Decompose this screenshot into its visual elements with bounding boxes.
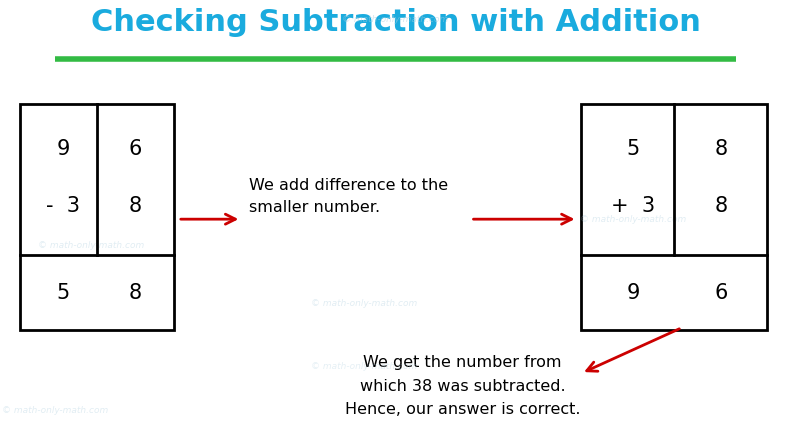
Text: Checking Subtraction with Addition: Checking Subtraction with Addition — [90, 8, 701, 37]
Text: 9: 9 — [626, 283, 640, 302]
Text: We get the number from
which 38 was subtracted.
Hence, our answer is correct.: We get the number from which 38 was subt… — [345, 355, 581, 417]
Text: 8: 8 — [129, 196, 142, 216]
Text: © math-only-math.com: © math-only-math.com — [2, 406, 108, 414]
Text: -  3: - 3 — [46, 196, 80, 216]
Bar — [581, 104, 767, 330]
Bar — [20, 104, 174, 330]
Text: 8: 8 — [714, 139, 728, 159]
Text: 6: 6 — [714, 283, 728, 302]
Text: 8: 8 — [129, 283, 142, 302]
Text: © math-only-math.com: © math-only-math.com — [311, 362, 417, 371]
Text: © math-only-math.com: © math-only-math.com — [580, 215, 686, 224]
Text: © math-only-math.com: © math-only-math.com — [38, 241, 144, 250]
Text: © math-only-math.com: © math-only-math.com — [343, 15, 448, 24]
Text: 5: 5 — [626, 139, 640, 159]
Text: We add difference to the
smaller number.: We add difference to the smaller number. — [249, 178, 448, 215]
Text: © math-only-math.com: © math-only-math.com — [311, 299, 417, 308]
Text: 9: 9 — [56, 139, 70, 159]
Text: 5: 5 — [56, 283, 70, 302]
Text: 8: 8 — [714, 196, 728, 216]
Text: +  3: + 3 — [611, 196, 656, 216]
Text: 6: 6 — [129, 139, 142, 159]
